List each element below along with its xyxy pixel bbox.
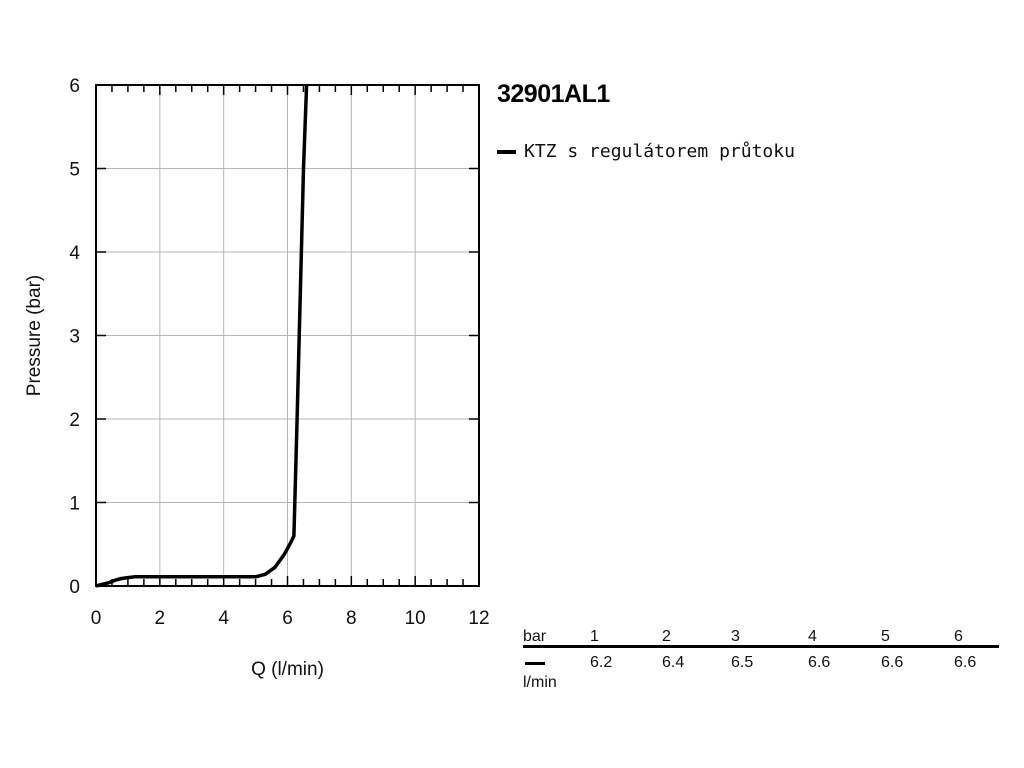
y-tick-label: 5 — [69, 160, 80, 181]
table-flow-unit: l/min — [523, 674, 557, 691]
table-flow-cell: 6.5 — [731, 654, 754, 671]
table-flow-row: l/min 6.2 6.4 6.5 6.6 6.6 6.6 — [523, 652, 999, 691]
table-pressure-cell: 5 — [881, 628, 890, 645]
legend-label: KTZ s regulátorem průtoku — [524, 141, 795, 162]
legend: KTZ s regulátorem průtoku — [497, 141, 795, 162]
y-tick-label: 6 — [69, 76, 80, 97]
y-axis-title: Pressure (bar) — [24, 275, 45, 396]
y-tick-labels: 0 1 2 3 4 5 6 — [69, 76, 80, 598]
grid-lines — [96, 85, 479, 586]
series-layer — [95, 84, 309, 588]
x-tick-label: 2 — [155, 608, 166, 629]
table-flow-cell: 6.6 — [808, 654, 831, 671]
x-tick-label: 6 — [282, 608, 293, 629]
flow-table: bar 1 2 3 4 5 6 l/min 6.2 6.4 6.5 6.6 6.… — [523, 626, 999, 691]
x-tick-label: 0 — [91, 608, 102, 629]
y-tick-label: 0 — [69, 577, 80, 598]
table-pressure-cell: 6 — [954, 628, 963, 645]
table-pressure-cell: 3 — [731, 628, 740, 645]
table-header-row: bar 1 2 3 4 5 6 — [523, 626, 999, 646]
legend-swatch — [497, 149, 516, 154]
table-flow-cell: 6.4 — [662, 654, 685, 671]
x-tick-label: 4 — [218, 608, 229, 629]
y-tick-label: 2 — [69, 410, 80, 431]
x-tick-label: 12 — [468, 608, 489, 629]
y-tick-label: 3 — [69, 327, 80, 348]
table-pressure-cell: 2 — [662, 628, 671, 645]
y-tick-label: 4 — [69, 243, 80, 264]
table-flow-cell: 6.6 — [954, 654, 977, 671]
table-header-unit: bar — [523, 628, 547, 645]
series-line — [95, 84, 309, 588]
x-tick-label: 10 — [405, 608, 426, 629]
y-tick-label: 1 — [69, 494, 80, 515]
x-tick-label: 8 — [346, 608, 357, 629]
x-tick-labels: 0 2 4 6 8 10 12 — [91, 608, 490, 629]
table-rule — [523, 645, 999, 648]
chart-title: 32901AL1 — [497, 80, 610, 108]
table-series-swatch — [525, 662, 545, 665]
table-pressure-cell: 4 — [808, 628, 817, 645]
table-flow-cell: 6.6 — [881, 654, 904, 671]
table-pressure-cell: 1 — [590, 628, 599, 645]
x-axis-title: Q (l/min) — [251, 659, 324, 680]
table-flow-cell: 6.2 — [590, 654, 613, 671]
plot-frame — [95, 84, 480, 587]
